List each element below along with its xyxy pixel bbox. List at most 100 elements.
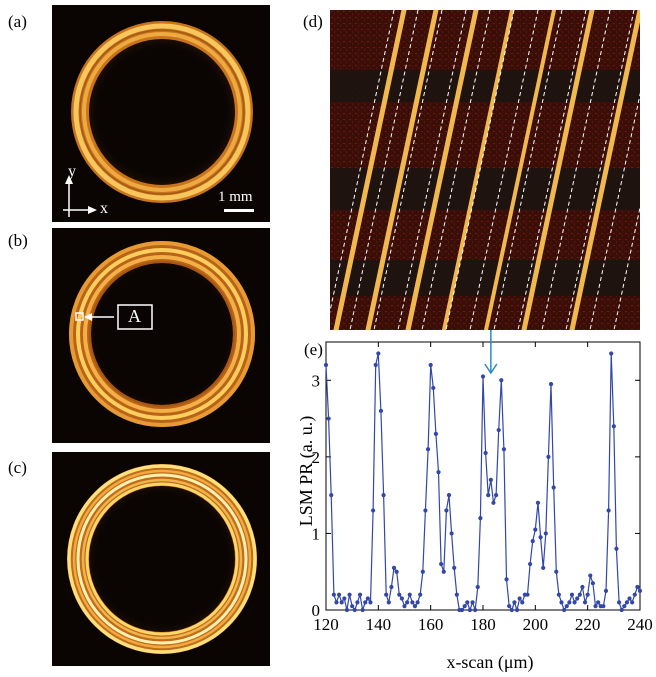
data-point (554, 569, 559, 574)
data-point (342, 596, 347, 601)
data-point (496, 427, 501, 433)
data-point (630, 600, 635, 605)
data-point (512, 600, 517, 605)
data-point (637, 588, 643, 593)
data-point (444, 508, 449, 513)
data-point (535, 500, 541, 505)
dashed-guide (517, 10, 587, 330)
data-point (478, 516, 483, 521)
dashed-guide (541, 10, 611, 330)
data-point (326, 416, 331, 421)
data-point (486, 493, 491, 498)
data-point (399, 596, 404, 601)
dashed-guide (493, 10, 563, 330)
data-point (533, 527, 538, 532)
data-point (528, 561, 533, 567)
line-chart: 120 140 160 180 200 220 240 0 1 2 3 LSM PR (a. u.)… (300, 330, 653, 673)
data-point (575, 596, 580, 601)
data-point (436, 470, 441, 475)
data-point (624, 600, 630, 605)
data-point (572, 600, 577, 605)
data-point (473, 607, 478, 613)
data-point (357, 592, 363, 597)
data-point (562, 607, 567, 613)
data-point (577, 592, 582, 597)
dashed-guide (397, 10, 467, 330)
data-point (402, 604, 407, 609)
data-point (514, 607, 520, 613)
data-point (601, 604, 606, 609)
scale-bar (224, 209, 254, 212)
data-point (622, 604, 627, 609)
bright-stripe (405, 10, 479, 330)
data-point (632, 592, 637, 597)
x-axis-label: x-scan (μm) (446, 652, 533, 673)
data-point (585, 592, 590, 597)
data-point (425, 447, 431, 452)
x-tick-label: 200 (523, 615, 549, 634)
data-point (350, 604, 355, 609)
bright-stripe (333, 10, 407, 330)
data-point (344, 607, 350, 613)
data-point (352, 607, 357, 613)
data-point (488, 477, 493, 482)
data-point (582, 600, 588, 605)
data-point (334, 600, 339, 605)
data-point (611, 424, 616, 429)
data-point (551, 485, 556, 490)
data-point (606, 508, 611, 513)
data-point (483, 450, 488, 456)
data-point (355, 600, 360, 605)
data-point (470, 600, 475, 605)
x-tick-label: 120 (313, 615, 339, 634)
y-tick-label: 1 (312, 524, 321, 543)
data-point (360, 607, 365, 613)
x-tick-label: 180 (470, 615, 496, 634)
ring-image-a: y x 1 mm (52, 5, 270, 222)
data-point (538, 535, 543, 540)
data-point (517, 596, 522, 601)
data-point (397, 592, 402, 597)
data-point (520, 600, 525, 605)
data-point (569, 592, 575, 597)
data-point (564, 604, 569, 609)
data-point (420, 569, 425, 574)
bright-stripe (484, 10, 556, 330)
data-point (462, 604, 467, 609)
data-point (556, 592, 561, 597)
data-point (365, 596, 370, 601)
data-point (459, 607, 465, 613)
data-point (603, 588, 609, 593)
data-point (371, 508, 376, 513)
marker-square (75, 312, 84, 321)
dashed-guide (330, 10, 395, 314)
stripe-image-d (330, 10, 640, 330)
data-point (415, 600, 420, 605)
data-point (323, 362, 329, 368)
data-point (410, 600, 415, 605)
dashed-guide (349, 10, 419, 330)
bright-stripe (521, 10, 595, 330)
data-point (596, 600, 601, 605)
data-point (593, 604, 598, 609)
data-point (441, 569, 446, 574)
data-point (329, 493, 334, 498)
axis-arrows-icon (63, 175, 97, 217)
x-tick-label: 240 (627, 615, 653, 634)
data-point (407, 592, 412, 597)
data-point (619, 607, 624, 613)
data-point (590, 581, 595, 586)
panel-label-e: (e) (304, 340, 323, 359)
scale-bar-label: 1 mm (218, 189, 253, 205)
dashed-guide (469, 10, 539, 330)
data-point (567, 600, 572, 605)
bright-stripe (569, 10, 640, 330)
marker-label-a: A (128, 306, 141, 326)
y-tick-label: 2 (312, 448, 321, 467)
data-point (386, 600, 391, 605)
y-tick-label: 0 (312, 601, 321, 620)
marker-box (117, 304, 153, 330)
data-point (384, 592, 389, 597)
data-point (449, 531, 454, 536)
bright-stripe (365, 10, 439, 330)
